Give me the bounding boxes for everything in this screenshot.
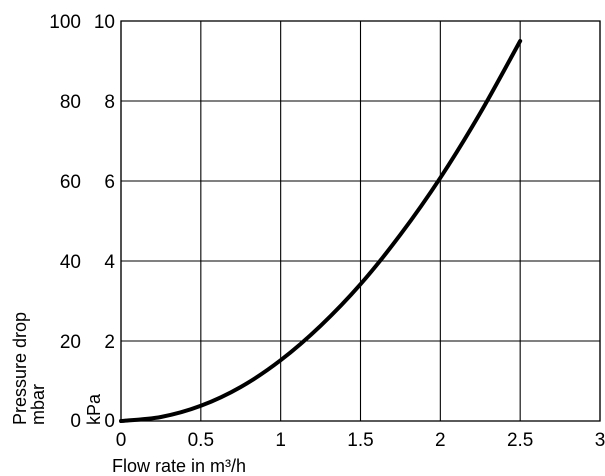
y-axis-label-line2: mbar (28, 384, 48, 425)
y-tick-label-kpa: 10 (94, 12, 115, 33)
y-axis-label-secondary: kPa (84, 393, 104, 425)
x-tick-label: 2.5 (507, 430, 533, 451)
x-tick-label: 0.5 (188, 430, 214, 451)
pressure-drop-curve (119, 39, 523, 423)
y-tick-label-kpa: 6 (104, 172, 115, 193)
y-tick-label-mbar: 60 (60, 172, 81, 193)
y-tick-labels-kpa: 0 2 4 6 8 10 (94, 12, 116, 432)
y-tick-label-kpa: 4 (104, 252, 115, 273)
y-tick-label-kpa: 0 (104, 411, 115, 432)
x-axis-label: Flow rate in m³/h (112, 456, 246, 476)
x-tick-label: 1 (275, 430, 286, 451)
x-tick-label: 1.5 (347, 430, 373, 451)
x-tick-label: 0 (116, 430, 127, 451)
y-tick-labels-mbar: 0 20 40 60 80 100 (49, 12, 81, 432)
plot-frame (120, 20, 601, 422)
x-tick-labels: 0 0.5 1 1.5 2 2.5 3 (116, 430, 605, 451)
x-tick-label: 2 (435, 430, 446, 451)
y-tick-label-kpa: 2 (104, 332, 115, 353)
grid (120, 20, 601, 422)
y-tick-label-mbar: 0 (70, 411, 81, 432)
y-tick-label-mbar: 20 (60, 332, 81, 353)
y-tick-label-mbar: 80 (60, 92, 81, 113)
x-tick-label: 3 (595, 430, 605, 451)
y-tick-label-mbar: 40 (60, 252, 81, 273)
y-axis-label-line1: Pressure drop (10, 312, 30, 425)
y-tick-label-kpa: 8 (104, 92, 115, 113)
y-tick-label-mbar: 100 (49, 12, 81, 33)
